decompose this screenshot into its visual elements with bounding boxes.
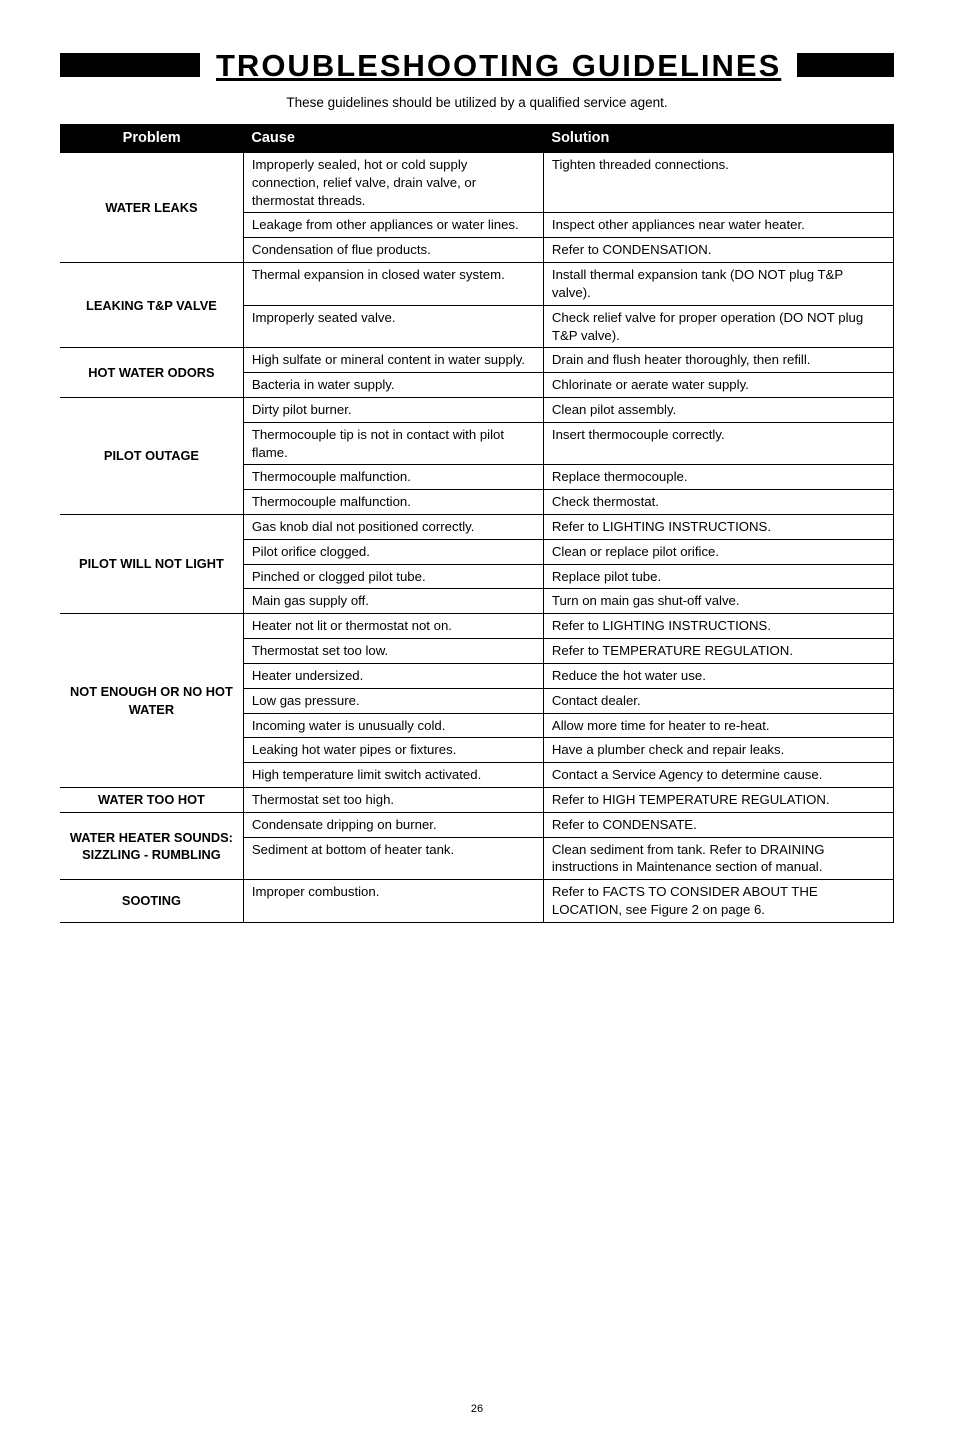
solution-cell: Clean sediment from tank. Refer to DRAIN…: [543, 837, 893, 880]
problem-cell: WATER HEATER SOUNDS: SIZZLING - RUMBLING: [60, 812, 243, 879]
cause-cell: Improperly sealed, hot or cold supply co…: [243, 153, 543, 213]
problem-cell: LEAKING T&P VALVE: [60, 263, 243, 348]
page-number: 26: [60, 1403, 894, 1415]
solution-cell: Chlorinate or aerate water supply.: [543, 373, 893, 398]
cause-cell: Bacteria in water supply.: [243, 373, 543, 398]
problem-cell: WATER LEAKS: [60, 153, 243, 263]
table-row: PILOT OUTAGEDirty pilot burner.Clean pil…: [60, 397, 894, 422]
cause-cell: High sulfate or mineral content in water…: [243, 348, 543, 373]
table-row: WATER HEATER SOUNDS: SIZZLING - RUMBLING…: [60, 812, 894, 837]
header-solution: Solution: [543, 124, 893, 153]
cause-cell: High temperature limit switch activated.: [243, 763, 543, 788]
title-bar-left: [60, 53, 200, 77]
solution-cell: Contact dealer.: [543, 688, 893, 713]
cause-cell: Pilot orifice clogged.: [243, 539, 543, 564]
cause-cell: Thermal expansion in closed water system…: [243, 263, 543, 306]
solution-cell: Have a plumber check and repair leaks.: [543, 738, 893, 763]
solution-cell: Refer to FACTS TO CONSIDER ABOUT THE LOC…: [543, 880, 893, 923]
cause-cell: Thermostat set too high.: [243, 787, 543, 812]
cause-cell: Low gas pressure.: [243, 688, 543, 713]
solution-cell: Replace thermocouple.: [543, 465, 893, 490]
table-header-row: Problem Cause Solution: [60, 124, 894, 153]
title-bar: TROUBLESHOOTING GUIDELINES: [60, 50, 894, 81]
table-row: WATER TOO HOTThermostat set too high.Ref…: [60, 787, 894, 812]
table-row: LEAKING T&P VALVEThermal expansion in cl…: [60, 263, 894, 306]
solution-cell: Refer to CONDENSATION.: [543, 238, 893, 263]
solution-cell: Reduce the hot water use.: [543, 663, 893, 688]
page-title: TROUBLESHOOTING GUIDELINES: [210, 50, 787, 81]
cause-cell: Incoming water is unusually cold.: [243, 713, 543, 738]
cause-cell: Thermocouple tip is not in contact with …: [243, 422, 543, 465]
solution-cell: Refer to LIGHTING INSTRUCTIONS.: [543, 614, 893, 639]
solution-cell: Clean pilot assembly.: [543, 397, 893, 422]
table-body: WATER LEAKSImproperly sealed, hot or col…: [60, 153, 894, 923]
cause-cell: Thermocouple malfunction.: [243, 465, 543, 490]
cause-cell: Condensate dripping on burner.: [243, 812, 543, 837]
cause-cell: Leakage from other appliances or water l…: [243, 213, 543, 238]
problem-cell: NOT ENOUGH OR NO HOT WATER: [60, 614, 243, 788]
problem-cell: WATER TOO HOT: [60, 787, 243, 812]
cause-cell: Leaking hot water pipes or fixtures.: [243, 738, 543, 763]
cause-cell: Condensation of flue products.: [243, 238, 543, 263]
header-cause: Cause: [243, 124, 543, 153]
solution-cell: Check relief valve for proper operation …: [543, 305, 893, 348]
problem-cell: PILOT OUTAGE: [60, 397, 243, 514]
solution-cell: Check thermostat.: [543, 490, 893, 515]
cause-cell: Improperly seated valve.: [243, 305, 543, 348]
solution-cell: Replace pilot tube.: [543, 564, 893, 589]
header-problem: Problem: [60, 124, 243, 153]
solution-cell: Refer to HIGH TEMPERATURE REGULATION.: [543, 787, 893, 812]
table-row: SOOTINGImproper combustion.Refer to FACT…: [60, 880, 894, 923]
table-row: NOT ENOUGH OR NO HOT WATERHeater not lit…: [60, 614, 894, 639]
cause-cell: Heater not lit or thermostat not on.: [243, 614, 543, 639]
solution-cell: Turn on main gas shut-off valve.: [543, 589, 893, 614]
solution-cell: Contact a Service Agency to determine ca…: [543, 763, 893, 788]
problem-cell: HOT WATER ODORS: [60, 348, 243, 398]
table-row: HOT WATER ODORSHigh sulfate or mineral c…: [60, 348, 894, 373]
solution-cell: Clean or replace pilot orifice.: [543, 539, 893, 564]
solution-cell: Insert thermocouple correctly.: [543, 422, 893, 465]
solution-cell: Refer to TEMPERATURE REGULATION.: [543, 639, 893, 664]
table-row: WATER LEAKSImproperly sealed, hot or col…: [60, 153, 894, 213]
solution-cell: Install thermal expansion tank (DO NOT p…: [543, 263, 893, 306]
table-row: PILOT WILL NOT LIGHTGas knob dial not po…: [60, 515, 894, 540]
cause-cell: Pinched or clogged pilot tube.: [243, 564, 543, 589]
page-container: TROUBLESHOOTING GUIDELINES These guideli…: [0, 0, 954, 1445]
cause-cell: Heater undersized.: [243, 663, 543, 688]
cause-cell: Dirty pilot burner.: [243, 397, 543, 422]
cause-cell: Thermocouple malfunction.: [243, 490, 543, 515]
solution-cell: Inspect other appliances near water heat…: [543, 213, 893, 238]
cause-cell: Gas knob dial not positioned correctly.: [243, 515, 543, 540]
solution-cell: Refer to LIGHTING INSTRUCTIONS.: [543, 515, 893, 540]
problem-cell: PILOT WILL NOT LIGHT: [60, 515, 243, 614]
solution-cell: Tighten threaded connections.: [543, 153, 893, 213]
subtitle: These guidelines should be utilized by a…: [60, 95, 894, 110]
solution-cell: Allow more time for heater to re-heat.: [543, 713, 893, 738]
problem-cell: SOOTING: [60, 880, 243, 923]
title-bar-right: [797, 53, 894, 77]
solution-cell: Refer to CONDENSATE.: [543, 812, 893, 837]
troubleshooting-table: Problem Cause Solution WATER LEAKSImprop…: [60, 124, 894, 923]
solution-cell: Drain and flush heater thoroughly, then …: [543, 348, 893, 373]
cause-cell: Main gas supply off.: [243, 589, 543, 614]
cause-cell: Thermostat set too low.: [243, 639, 543, 664]
cause-cell: Sediment at bottom of heater tank.: [243, 837, 543, 880]
cause-cell: Improper combustion.: [243, 880, 543, 923]
